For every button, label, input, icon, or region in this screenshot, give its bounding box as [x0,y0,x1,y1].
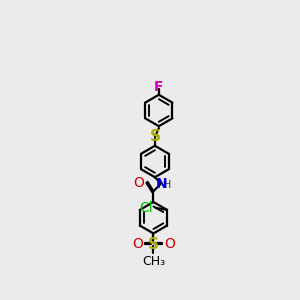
Text: S: S [148,237,159,252]
Text: H: H [163,180,171,190]
Text: N: N [155,177,167,190]
Text: Cl: Cl [140,201,153,215]
Text: O: O [132,237,142,251]
Text: S: S [149,130,161,145]
Text: O: O [164,237,175,251]
Text: F: F [154,80,164,94]
Text: CH₃: CH₃ [142,255,165,268]
Text: O: O [133,176,144,190]
